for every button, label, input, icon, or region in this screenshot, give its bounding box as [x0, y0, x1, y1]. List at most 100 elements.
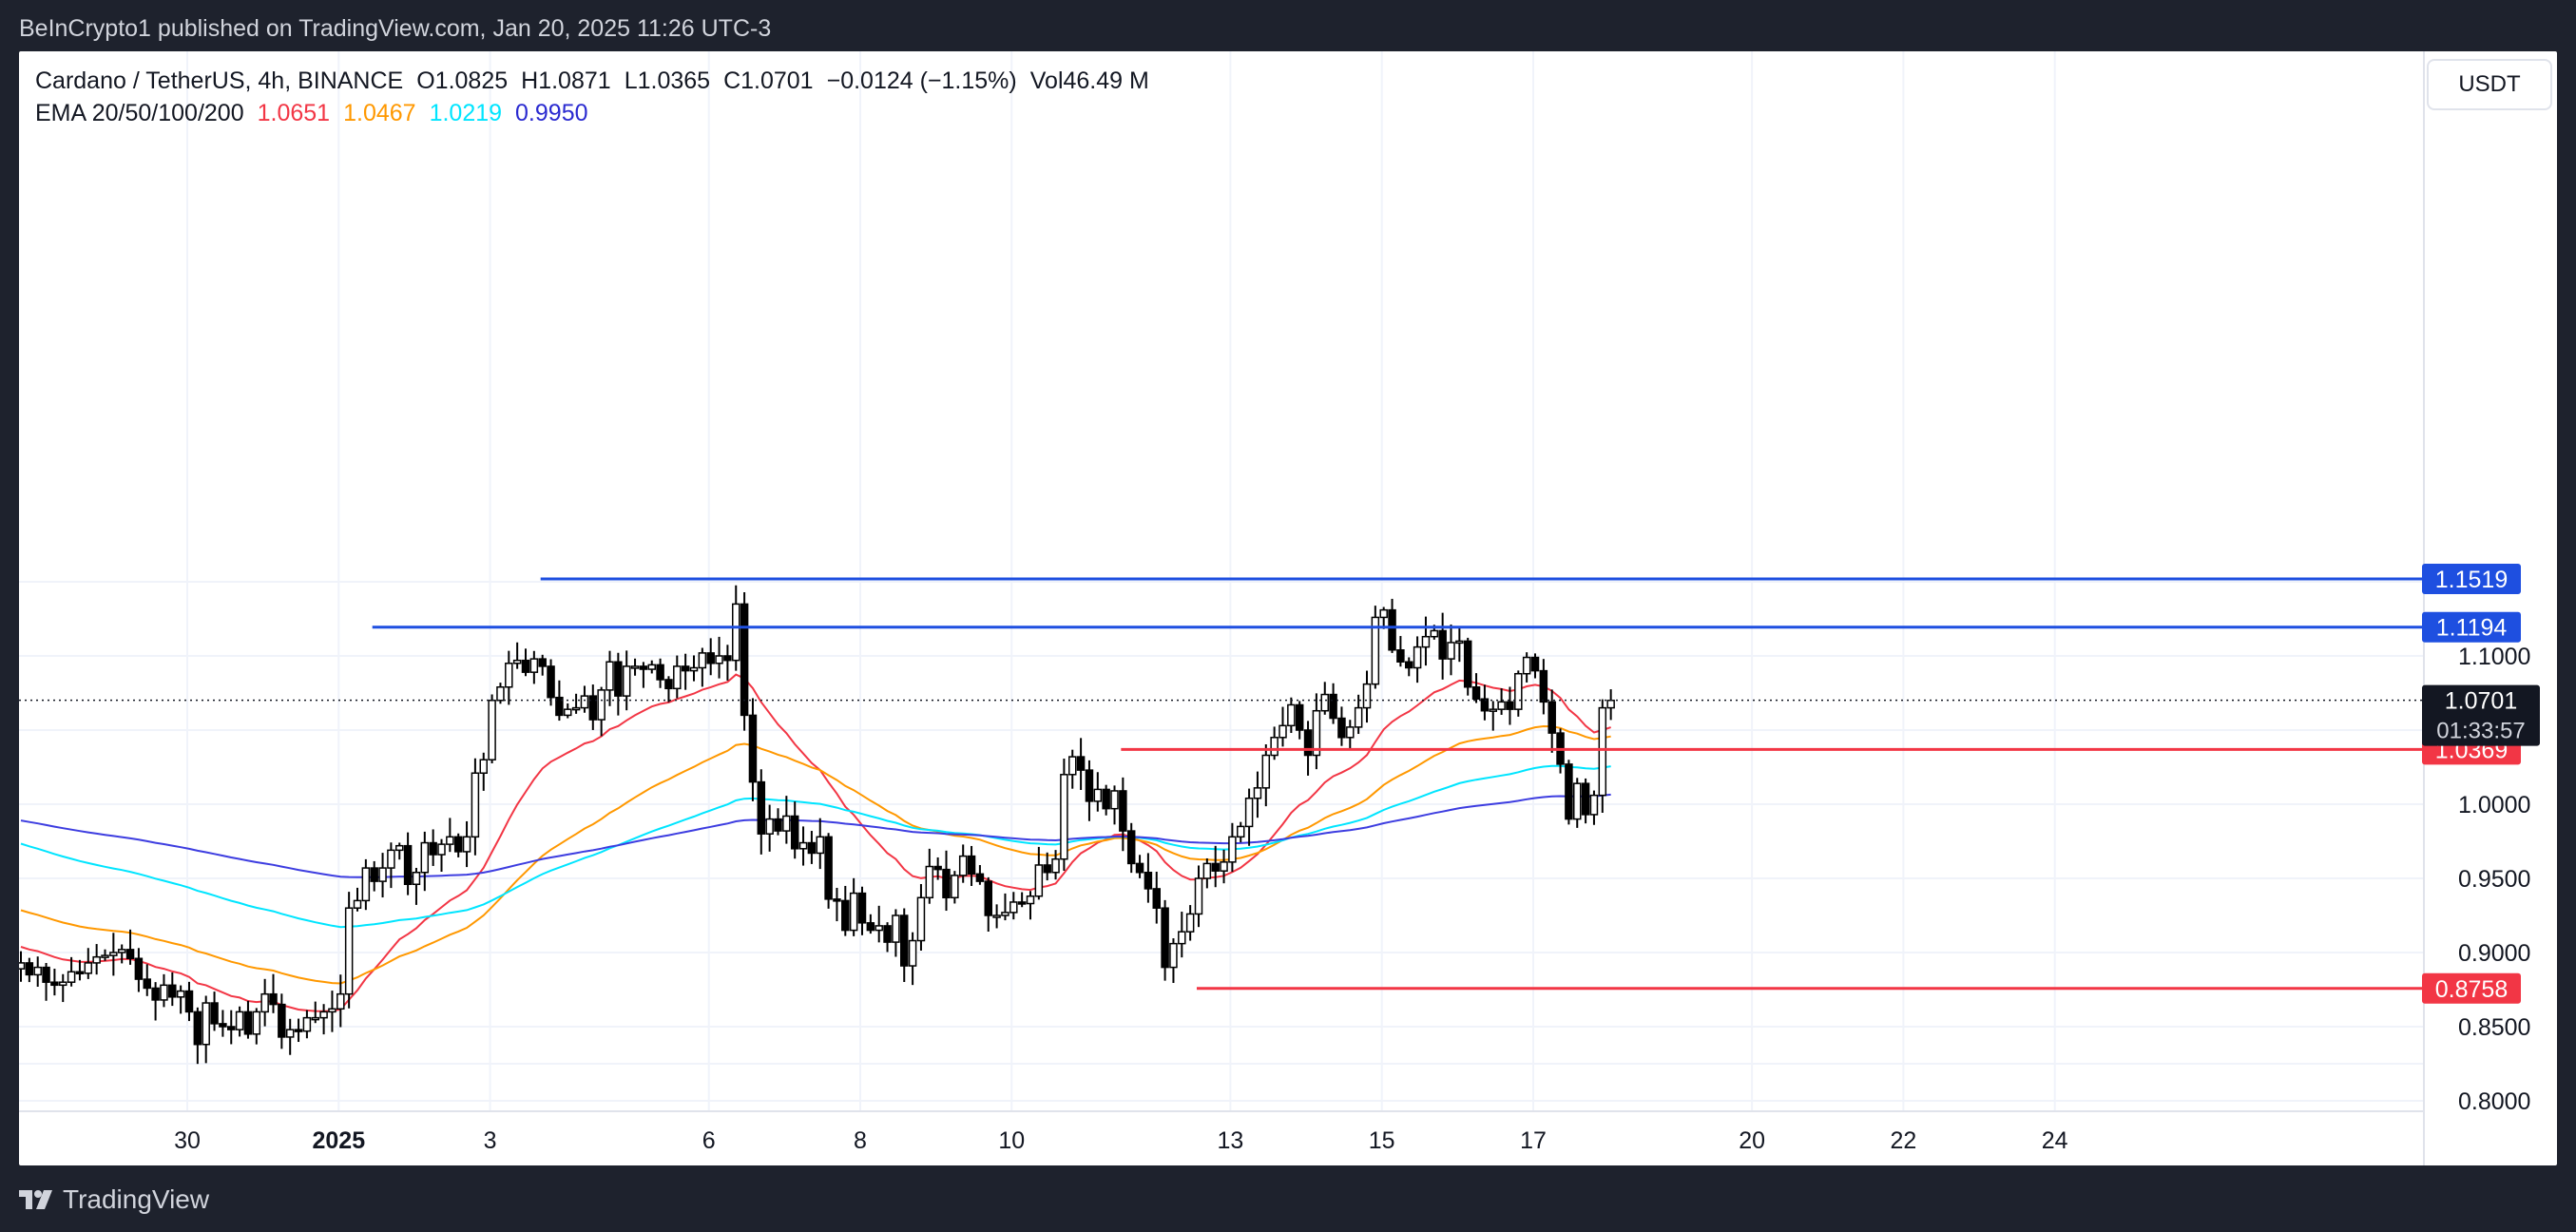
price-tick-label: 0.9000	[2458, 940, 2530, 967]
candle-up	[302, 1016, 312, 1032]
candle-up	[1270, 737, 1278, 757]
candle-down	[453, 836, 463, 853]
candle-down	[1548, 701, 1556, 734]
candle-down	[706, 652, 715, 664]
candle-up	[1371, 616, 1380, 685]
candle-up	[992, 914, 1001, 918]
candle-up	[1009, 901, 1018, 914]
candle-up	[622, 665, 631, 697]
candle-up	[387, 849, 395, 869]
candle-up	[59, 981, 67, 987]
candle-up	[420, 841, 430, 874]
candle-down	[1161, 907, 1169, 969]
candle-up	[1178, 931, 1186, 945]
candle-down	[429, 841, 437, 856]
candle-up	[916, 896, 926, 942]
candle-down	[790, 815, 799, 850]
level-badge	[2422, 564, 2521, 595]
time-tick-label: 17	[1520, 1127, 1547, 1154]
candle-up	[19, 962, 26, 970]
candle-up	[1514, 672, 1523, 710]
ema200-value: 0.9950	[515, 100, 588, 126]
candle-up	[580, 695, 589, 709]
currency-button[interactable]: USDT	[2427, 59, 2552, 110]
current-price-label: 1.0701	[2445, 688, 2517, 715]
price-chart[interactable]: 0.80000.85000.90000.95001.00001.05001.10…	[19, 51, 2557, 1165]
candle-down	[1119, 790, 1127, 832]
time-tick-label: 8	[854, 1127, 867, 1154]
candles	[19, 585, 1615, 1065]
candle-down	[857, 892, 867, 924]
candle-up	[1362, 683, 1372, 709]
ema20-value: 1.0651	[257, 100, 331, 126]
candle-up	[1261, 754, 1271, 789]
candle-down	[370, 867, 378, 882]
candle-down	[1102, 788, 1110, 810]
candle-up	[1202, 862, 1212, 879]
ema20-line	[20, 673, 1611, 1012]
tradingview-logo-text: TradingView	[63, 1184, 210, 1214]
ema-label[interactable]: EMA 20/50/100/200	[35, 100, 244, 126]
candle-up	[92, 955, 101, 964]
ema200-line	[20, 793, 1611, 878]
candle-down	[1085, 769, 1094, 802]
candle-down	[42, 966, 50, 983]
candle-up	[1220, 861, 1228, 872]
level-badge	[2422, 972, 2521, 1004]
candle-down	[134, 957, 144, 980]
candle-up	[176, 990, 185, 998]
candle-up	[564, 708, 572, 717]
candle-up	[109, 952, 118, 956]
candle-up	[1034, 864, 1044, 897]
candle-up	[311, 1016, 319, 1021]
candle-down	[933, 865, 942, 871]
candle-down	[278, 1003, 286, 1038]
candle-down	[807, 841, 817, 855]
candle-up	[765, 818, 774, 835]
candle-up	[689, 666, 699, 672]
candle-down	[151, 987, 160, 1001]
time-axis[interactable]: 30 2025 3 6 8 10 13 15 17 20 22 24	[174, 1127, 2068, 1154]
candle-up	[437, 843, 446, 856]
candle-down	[639, 665, 648, 670]
candle-up	[1060, 774, 1068, 860]
candle-up	[462, 836, 471, 853]
candle-up	[1026, 895, 1035, 905]
candle-up	[1320, 693, 1329, 712]
candle-up	[1051, 857, 1060, 874]
publish-info-text: BeInCrypto1 published on TradingView.com…	[19, 15, 772, 42]
symbol-name[interactable]: Cardano / TetherUS, 4h, BINANCE	[35, 67, 404, 94]
candle-up	[1001, 912, 1009, 916]
candle-up	[1413, 645, 1422, 669]
candle-down	[942, 868, 951, 899]
candle-up	[471, 772, 480, 838]
grid-lines	[19, 51, 2425, 1165]
candle-up	[1093, 788, 1103, 802]
candle-up	[446, 836, 454, 845]
candle-down	[1076, 756, 1086, 771]
chart-panel[interactable]: 0.80000.85000.90000.95001.00001.05001.10…	[19, 51, 2557, 1165]
ema50-value: 1.0467	[343, 100, 416, 126]
candle-down	[1211, 862, 1220, 872]
candle-up	[732, 603, 740, 662]
candle-down	[1152, 888, 1161, 909]
support-resistance-levels	[19, 577, 2424, 991]
time-tick-label: 24	[2042, 1127, 2068, 1154]
candle-up	[395, 844, 404, 852]
time-tick-label: 22	[1890, 1127, 1916, 1154]
tradingview-logo[interactable]: TradingView	[19, 1184, 209, 1215]
close-value: C1.0701	[723, 67, 814, 94]
candle-up	[849, 892, 858, 932]
candle-up	[285, 1029, 295, 1038]
candle-up	[1421, 635, 1431, 648]
candle-up	[1110, 790, 1119, 810]
candle-up	[235, 1011, 244, 1030]
candle-down	[125, 949, 135, 959]
candle-up	[117, 949, 126, 953]
candle-up	[1606, 700, 1615, 709]
time-tick-label: 15	[1369, 1127, 1395, 1154]
candle-up	[1312, 709, 1321, 757]
candle-up	[782, 815, 791, 832]
ema100-line	[20, 764, 1611, 929]
